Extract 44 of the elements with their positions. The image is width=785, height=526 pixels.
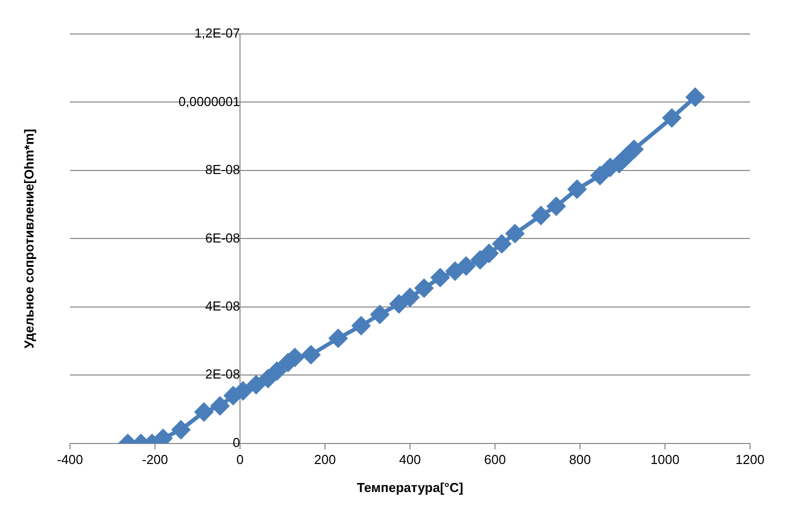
y-tick-label: 0,0000001: [178, 94, 240, 109]
x-tick-label: 600: [484, 452, 506, 467]
point: [457, 256, 476, 275]
point: [415, 279, 434, 298]
point: [234, 382, 252, 400]
point: [247, 376, 266, 394]
point: [390, 294, 408, 313]
x-tick-label: 200: [314, 452, 336, 467]
x-tick-label: 800: [569, 452, 591, 467]
point: [352, 316, 370, 335]
point: [686, 88, 704, 106]
point: [568, 180, 586, 198]
point: [590, 166, 609, 185]
x-axis-title: Температура[°C]: [356, 480, 464, 495]
y-tick-label: 6E-08: [205, 230, 240, 246]
point: [401, 288, 419, 306]
point: [506, 224, 524, 243]
x-tick-label: 1200: [736, 452, 764, 467]
point: [446, 262, 464, 280]
point: [302, 346, 320, 364]
point: [532, 206, 550, 224]
point: [194, 403, 213, 422]
y-tick-label: 8E-08: [205, 162, 240, 178]
point: [211, 396, 230, 415]
point: [268, 362, 286, 380]
point: [480, 244, 498, 262]
point: [547, 197, 566, 216]
x-tick-label: 1000: [650, 452, 680, 467]
x-tick-label: -400: [56, 452, 84, 467]
point: [370, 305, 389, 324]
point: [172, 420, 190, 439]
point: [431, 268, 450, 287]
x-tick-label: -200: [142, 452, 168, 467]
point: [259, 370, 278, 388]
y-tick-label: 1,2E-07: [194, 26, 240, 41]
point: [624, 140, 643, 158]
y-tick-label: 2E-08: [205, 366, 240, 382]
point: [662, 108, 681, 127]
y-axis-title: Удельное сопротивление[Ohm*m]: [22, 128, 37, 349]
y-tick-label: 4E-08: [205, 298, 240, 314]
point: [492, 234, 511, 253]
point: [329, 329, 348, 348]
y-tick-label: 0: [232, 434, 240, 450]
x-tick-label: 400: [399, 452, 421, 467]
